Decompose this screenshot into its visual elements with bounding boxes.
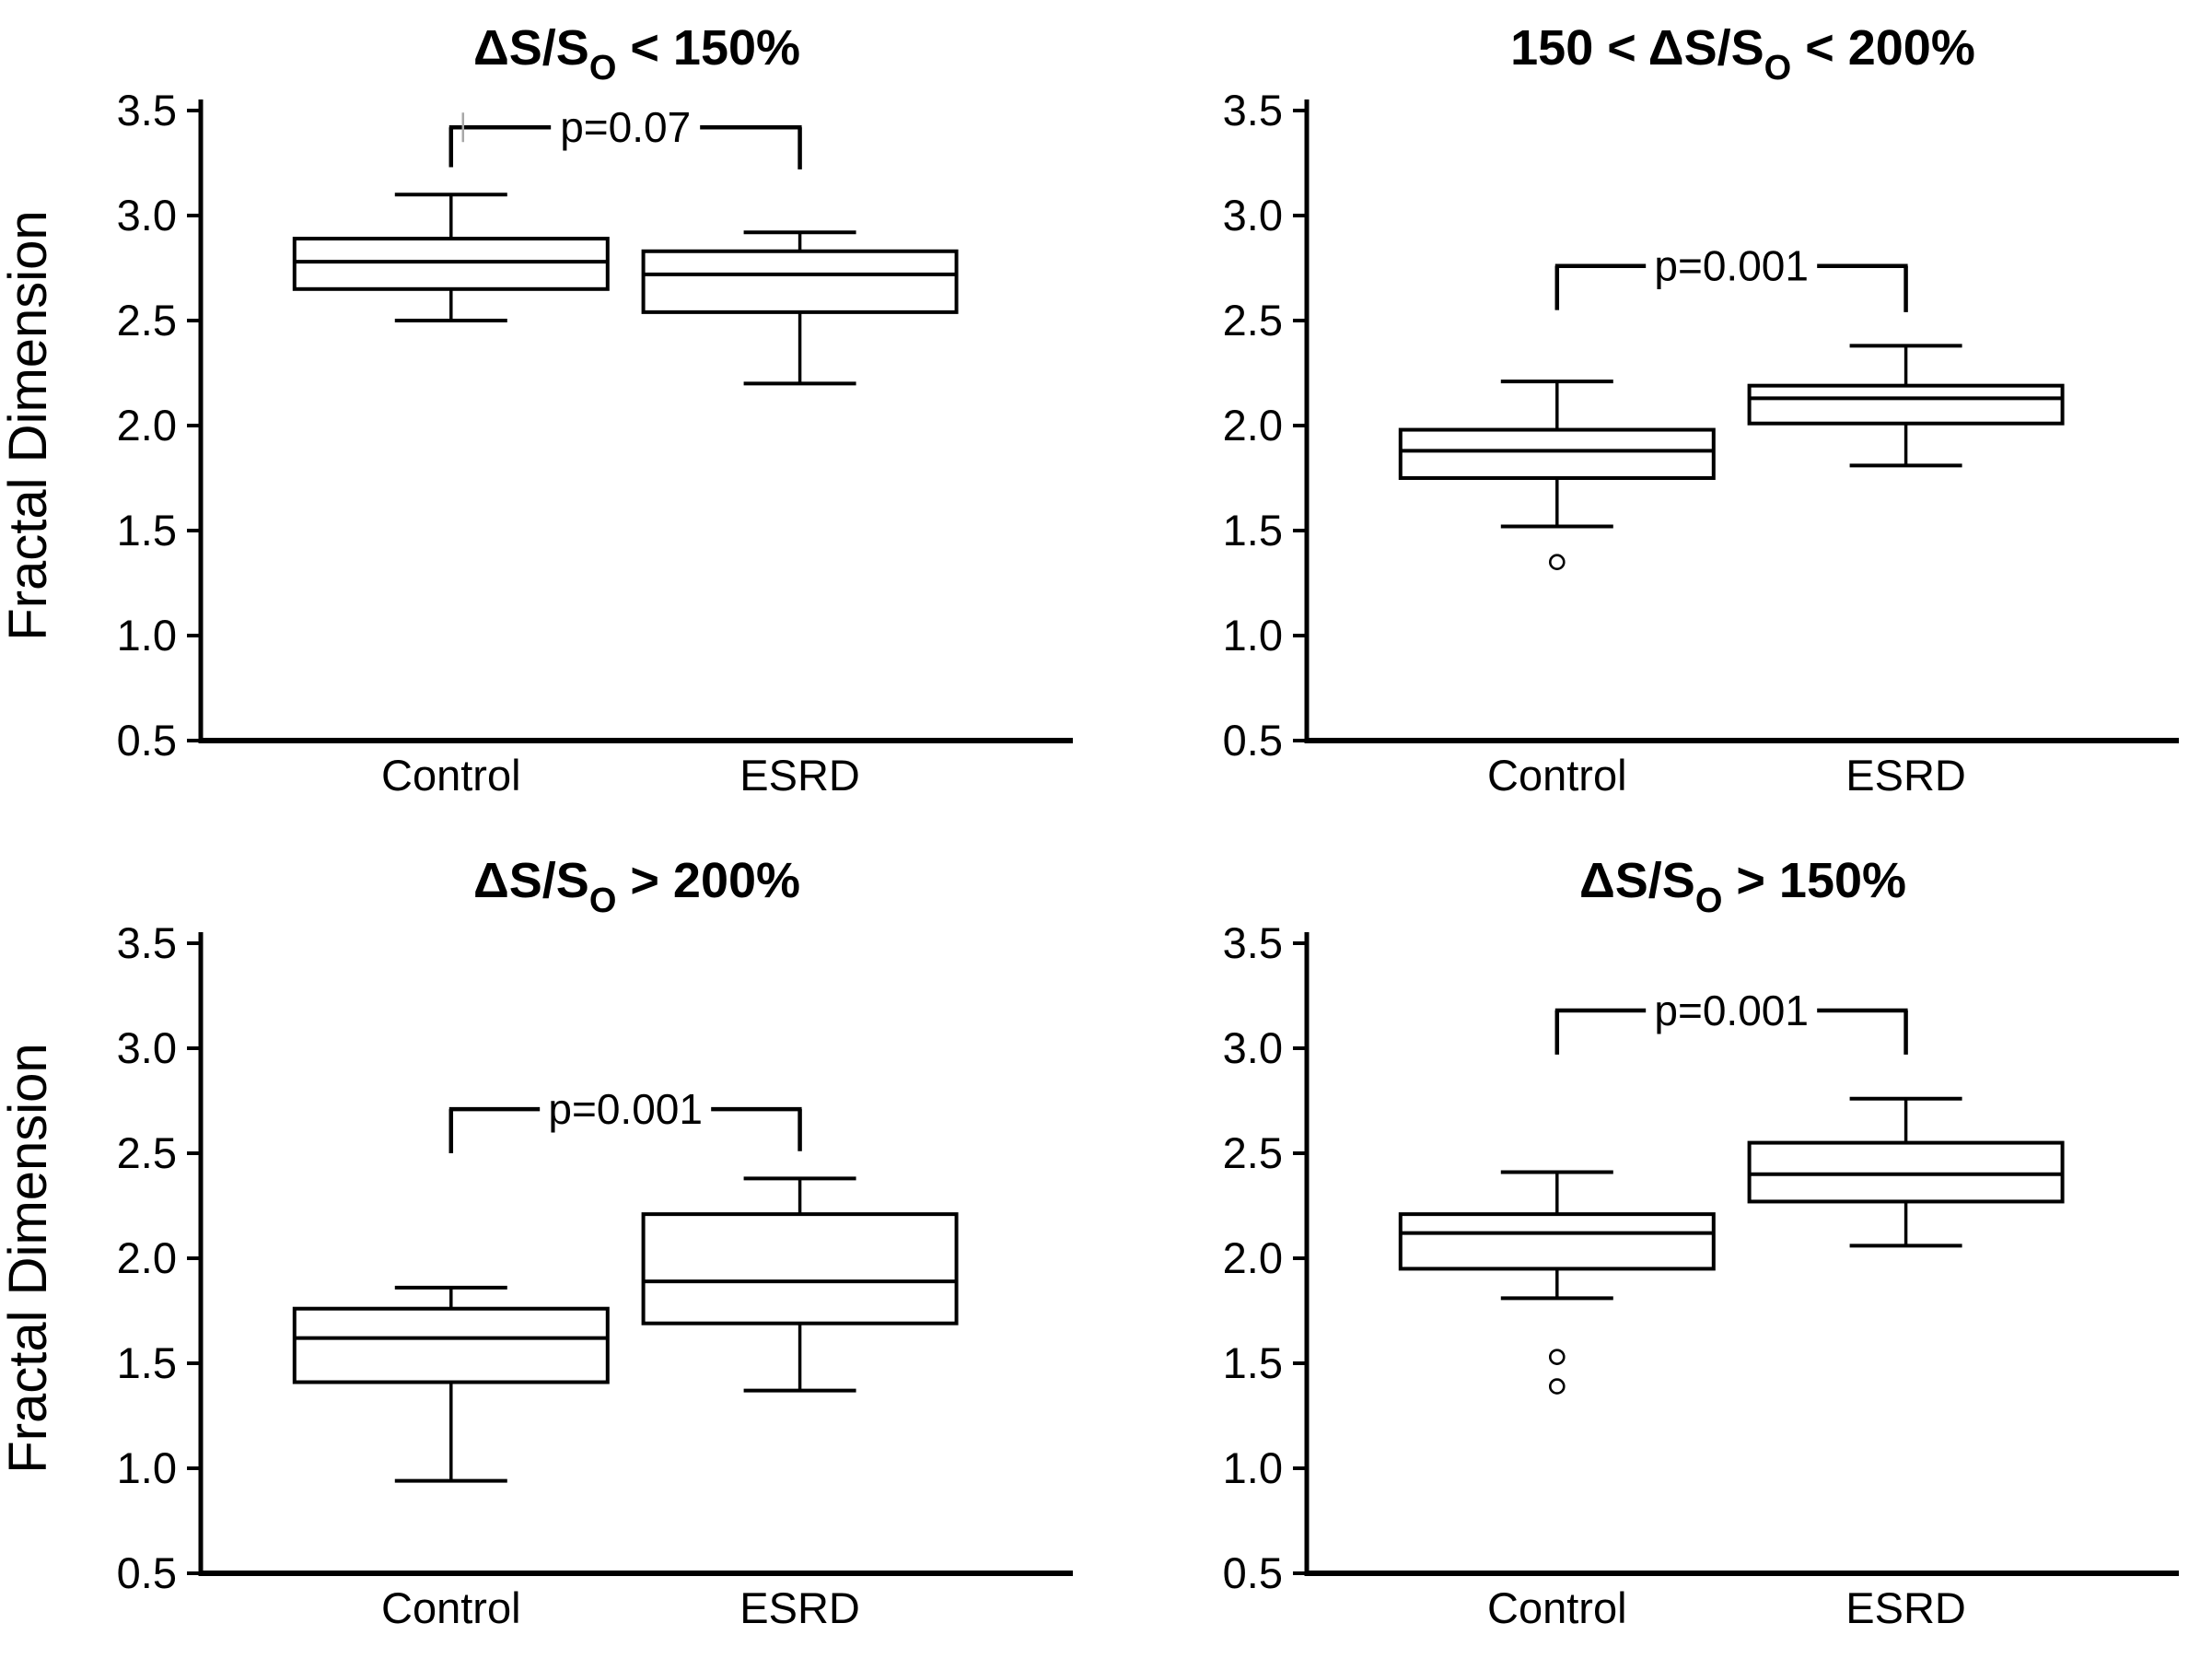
y-tick-label: 3.0 <box>1223 191 1283 239</box>
category-label-esrd: ESRD <box>1845 1583 1966 1632</box>
y-tick-label: 3.0 <box>117 1023 177 1072</box>
panel-bottom-left: ΔS/SO > 200% 3.5 3.0 2.5 2.0 1.5 1.0 0.5 Control… <box>0 833 1106 1665</box>
y-tick-label: 3.0 <box>1223 1023 1283 1072</box>
y-tick-label: 3.0 <box>117 191 177 239</box>
p-value-bracket: p=0.001 <box>1554 242 1908 312</box>
category-label-esrd: ESRD <box>739 751 860 800</box>
p-value-label: p=0.001 <box>1654 242 1809 290</box>
iqr-box <box>1747 383 2065 426</box>
y-tick-label: 2.0 <box>1223 401 1283 450</box>
y-tick-label: 2.5 <box>117 1128 177 1177</box>
boxplot-control <box>1398 380 1716 571</box>
category-label-control: Control <box>1487 751 1627 800</box>
category-label-esrd: ESRD <box>1845 751 1966 800</box>
p-value-bracket: p=0.001 <box>448 1085 802 1153</box>
y-tick-label: 2.0 <box>1223 1233 1283 1282</box>
panel-bottom-right: ΔS/SO > 150% 3.5 3.0 2.5 2.0 1.5 1.0 0.5 Control… <box>1106 833 2212 1665</box>
iqr-box <box>641 249 959 314</box>
y-tick-label: 1.5 <box>117 506 177 555</box>
panel-title: ΔS/SO > 150% <box>1579 853 1906 920</box>
y-tick-label: 1.0 <box>117 1443 177 1492</box>
boxplot-esrd <box>1747 344 2065 468</box>
iqr-box <box>1398 427 1716 480</box>
p-value-bracket: p=0.07 <box>448 103 802 169</box>
y-tick-label: 1.5 <box>1223 1338 1283 1387</box>
panel-canvas: ΔS/SO > 200% 3.5 3.0 2.5 2.0 1.5 1.0 0.5 Control… <box>0 853 1073 1632</box>
y-tick-label: 3.5 <box>117 918 177 967</box>
outlier-point <box>1548 1378 1566 1395</box>
y-tick-label: 0.5 <box>117 716 177 765</box>
y-tick-label: 1.5 <box>1223 506 1283 555</box>
y-tick-label: 2.0 <box>117 401 177 450</box>
category-label-control: Control <box>381 1583 521 1632</box>
p-value-label: p=0.07 <box>560 103 691 151</box>
p-value-label: p=0.001 <box>1654 987 1809 1034</box>
category-label-control: Control <box>381 751 521 800</box>
y-tick-label: 0.5 <box>1223 1548 1283 1597</box>
y-tick-label: 0.5 <box>117 1548 177 1597</box>
iqr-box <box>1398 1212 1716 1271</box>
y-tick-label: 2.5 <box>1223 296 1283 345</box>
y-tick-label: 1.5 <box>117 1338 177 1387</box>
panel-canvas: 150 < ΔS/SO < 200% 3.5 3.0 2.5 2.0 1.5 1.0 0.5 C… <box>1223 20 2179 800</box>
iqr-box <box>292 237 610 291</box>
y-tick-label: 1.0 <box>1223 1443 1283 1492</box>
y-tick-label: 1.0 <box>1223 611 1283 660</box>
iqr-box <box>641 1212 959 1325</box>
panel-title: ΔS/SO > 200% <box>473 853 800 920</box>
boxplot-control <box>1398 1170 1716 1395</box>
outlier-point <box>1548 554 1566 571</box>
boxplot-control <box>292 1285 610 1483</box>
panel-canvas: ΔS/SO > 150% 3.5 3.0 2.5 2.0 1.5 1.0 0.5 Control… <box>1223 853 2179 1632</box>
boxplot-esrd <box>641 1176 959 1393</box>
category-label-control: Control <box>1487 1583 1627 1632</box>
boxplot-esrd <box>1747 1096 2065 1248</box>
panel-canvas: ΔS/SO < 150% 3.5 3.0 2.5 2.0 1.5 1.0 0.5 Control… <box>0 20 1073 800</box>
y-tick-label: 2.5 <box>117 296 177 345</box>
y-tick-label: 3.5 <box>117 86 177 134</box>
iqr-box <box>1747 1140 2065 1204</box>
iqr-box <box>292 1306 610 1384</box>
y-tick-label: 3.5 <box>1223 918 1283 967</box>
y-tick-label: 1.0 <box>117 611 177 660</box>
panel-title: ΔS/SO < 150% <box>473 20 800 88</box>
panel-title: 150 < ΔS/SO < 200% <box>1510 20 1975 88</box>
boxplot-control <box>292 193 610 322</box>
p-value-bracket: p=0.001 <box>1554 987 1908 1055</box>
y-tick-label: 2.0 <box>117 1233 177 1282</box>
y-axis-label: Fractal Dimension <box>0 1043 58 1473</box>
panel-top-left: ΔS/SO < 150% 3.5 3.0 2.5 2.0 1.5 1.0 0.5 Control… <box>0 0 1106 833</box>
category-label-esrd: ESRD <box>739 1583 860 1632</box>
y-tick-label: 2.5 <box>1223 1128 1283 1177</box>
y-tick-label: 0.5 <box>1223 716 1283 765</box>
panel-top-right: 150 < ΔS/SO < 200% 3.5 3.0 2.5 2.0 1.5 1.0 0.5 C… <box>1106 0 2212 833</box>
y-tick-label: 3.5 <box>1223 86 1283 134</box>
y-axis-label: Fractal Dimension <box>0 210 58 640</box>
outlier-point <box>1548 1349 1566 1365</box>
boxplot-esrd <box>641 230 959 386</box>
p-value-label: p=0.001 <box>548 1085 703 1133</box>
